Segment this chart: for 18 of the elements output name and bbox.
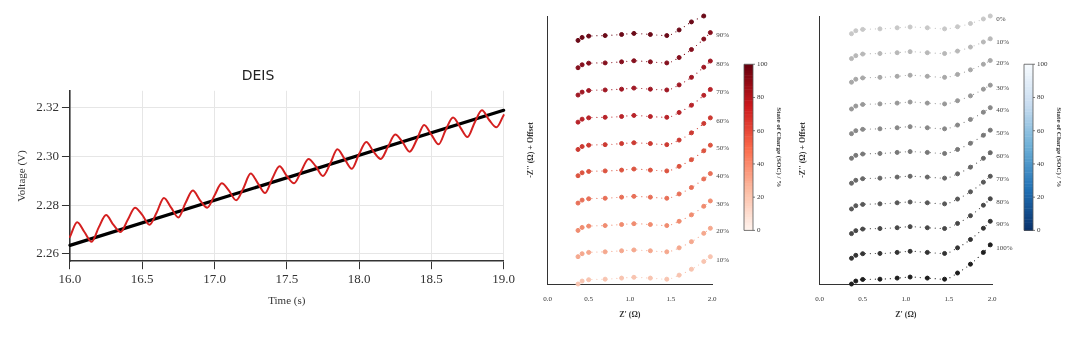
y-axis-title: -Z'' (Ω) + Offset — [797, 121, 807, 178]
x-tick-label: 17.5 — [275, 271, 299, 287]
y-tick-label: 2.26 — [36, 245, 60, 261]
y-tick-label: 2.30 — [36, 147, 59, 163]
x-tick-label: 16.5 — [130, 271, 154, 287]
y-axis-title: Voltage (V) — [15, 149, 29, 202]
chart-title: DEIS — [241, 67, 275, 84]
x-axis-title: Z' (Ω) — [895, 310, 917, 320]
x-tick-label: 16.0 — [58, 271, 82, 287]
x-tick-label: 17.0 — [203, 271, 226, 287]
x-tick-label: 19.0 — [492, 271, 515, 287]
x-tick-label: 18.5 — [419, 271, 443, 287]
x-tick-label: 18.0 — [347, 271, 371, 287]
y-axis-title: -Z'' (Ω) + Offset — [525, 121, 535, 178]
y-tick-label: 2.28 — [36, 196, 59, 212]
x-axis-title: Z' (Ω) — [619, 310, 641, 320]
x-axis-title: Time (s) — [268, 294, 306, 308]
y-tick-label: 2.32 — [36, 99, 59, 115]
